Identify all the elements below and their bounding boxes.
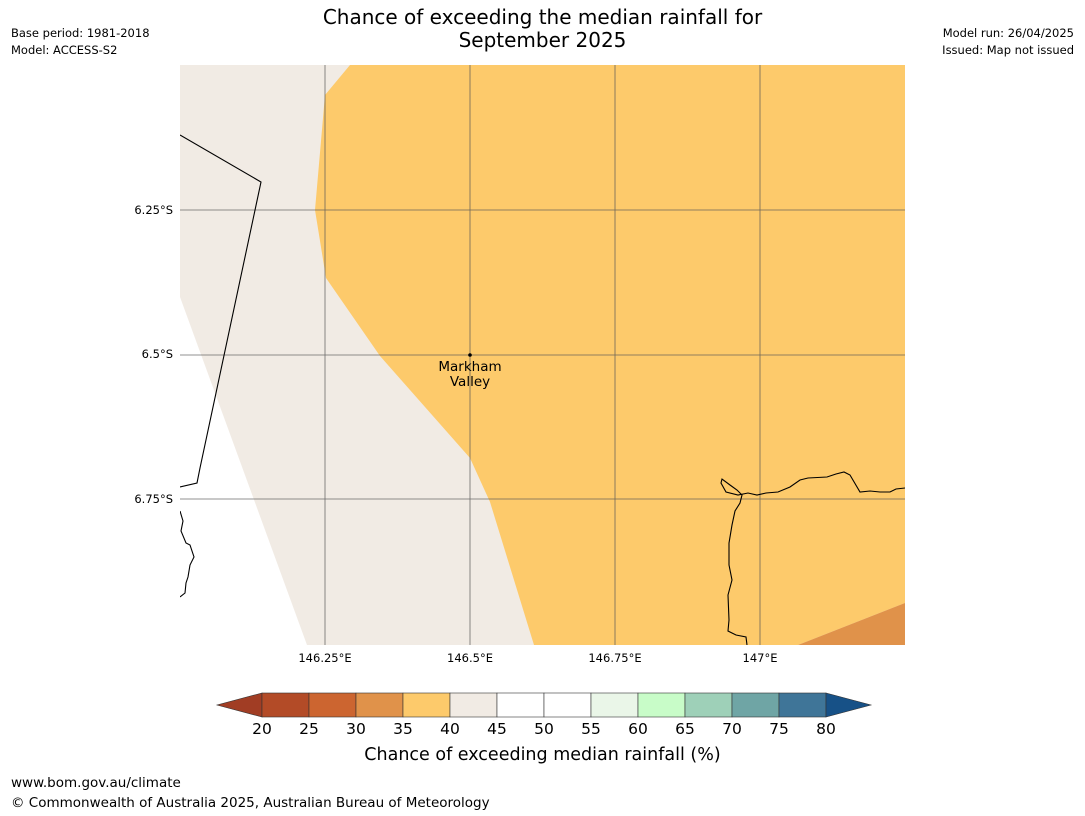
lon-label-146.75: 146.75°E xyxy=(588,651,642,665)
colorbar-tick-45: 45 xyxy=(487,720,507,738)
colorbar-segment-25 xyxy=(308,692,357,718)
map-title: Chance of exceeding the median rainfall … xyxy=(0,6,1085,52)
colorbar-tick-55: 55 xyxy=(581,720,601,738)
footer-url: www.bom.gov.au/climate xyxy=(11,775,181,791)
colorbar-tick-40: 40 xyxy=(440,720,460,738)
colorbar-segment-45 xyxy=(496,692,545,718)
boundary-line xyxy=(180,134,262,488)
colorbar-segment-30 xyxy=(355,692,404,718)
model-run: Model run: 26/04/2025 xyxy=(942,26,1074,40)
colorbar-title: Chance of exceeding median rainfall (%) xyxy=(364,745,721,765)
base-period: Base period: 1981-2018 xyxy=(11,26,150,40)
colorbar-tick-80: 80 xyxy=(816,720,836,738)
colorbar-segment-65 xyxy=(684,692,733,718)
colorbar-segment-20 xyxy=(261,692,310,718)
colorbar-segment-55 xyxy=(590,692,639,718)
lon-label-147: 147°E xyxy=(742,651,778,665)
colorbar-tick-70: 70 xyxy=(722,720,742,738)
meta-left: Base period: 1981-2018 Model: ACCESS-S2 xyxy=(11,25,150,59)
title-line-2: September 2025 xyxy=(458,28,627,52)
meta-right: Model run: 26/04/2025 Issued: Map not is… xyxy=(942,25,1074,59)
colorbar-tick-50: 50 xyxy=(534,720,554,738)
colorbar-segment-50 xyxy=(543,692,592,718)
markham-valley-marker xyxy=(468,353,472,357)
lat-label-6.25: 6.25°S xyxy=(134,203,173,217)
lat-label-6.75: 6.75°S xyxy=(134,492,173,506)
colorbar-arrow-high xyxy=(825,692,873,718)
lon-label-146.25: 146.25°E xyxy=(298,651,352,665)
lon-label-146.5: 146.5°E xyxy=(447,651,493,665)
place-label-line-1: Markham xyxy=(438,359,502,375)
colorbar-tick-35: 35 xyxy=(393,720,413,738)
coastline xyxy=(180,134,905,645)
colorbar-tick-20: 20 xyxy=(252,720,272,738)
place-label-markham-valley: Markham Valley xyxy=(438,360,501,390)
colorbar-segment-70 xyxy=(731,692,780,718)
lat-label-6.5: 6.5°S xyxy=(141,347,173,361)
colorbar-segment-75 xyxy=(778,692,827,718)
colorbar-tick-65: 65 xyxy=(675,720,695,738)
colorbar-segment-60 xyxy=(637,692,686,718)
footer-copyright: © Commonwealth of Australia 2025, Austra… xyxy=(11,795,490,811)
colorbar-tick-75: 75 xyxy=(769,720,789,738)
colorbar-arrow-low xyxy=(215,692,263,718)
colorbar-tick-30: 30 xyxy=(346,720,366,738)
model-name: Model: ACCESS-S2 xyxy=(11,43,118,57)
place-label-line-2: Valley xyxy=(449,374,491,390)
issued-status: Issued: Map not issued xyxy=(942,43,1074,57)
rain-zone-30-35 xyxy=(798,603,905,645)
colorbar-segment-40 xyxy=(449,692,498,718)
title-line-1: Chance of exceeding the median rainfall … xyxy=(322,5,763,29)
coastline-east xyxy=(720,471,905,645)
colorbar xyxy=(215,692,873,718)
graticule xyxy=(180,65,905,645)
coastline-west xyxy=(180,510,195,598)
colorbar-segments xyxy=(215,692,873,718)
colorbar-segment-35 xyxy=(402,692,451,718)
colorbar-tick-60: 60 xyxy=(628,720,648,738)
map-canvas xyxy=(180,65,905,645)
colorbar-tick-25: 25 xyxy=(299,720,319,738)
